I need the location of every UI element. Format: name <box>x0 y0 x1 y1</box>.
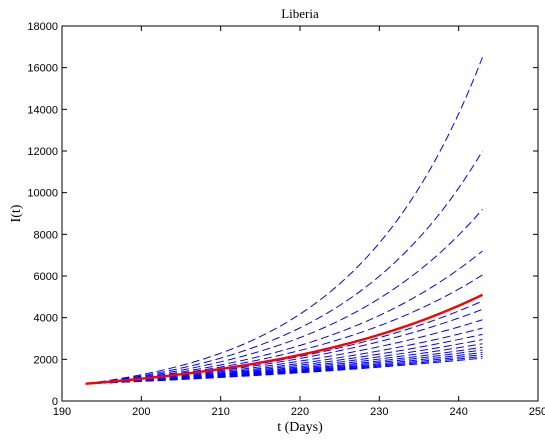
series-line-dashed <box>85 57 483 385</box>
series-layer <box>85 57 483 385</box>
x-tick-label: 220 <box>291 406 309 418</box>
y-tick-label: 16000 <box>27 63 58 75</box>
y-tick-label: 14000 <box>27 104 58 116</box>
series-line-dashed <box>85 357 483 385</box>
y-tick-label: 6000 <box>34 271 58 283</box>
x-tick-label: 210 <box>211 406 229 418</box>
y-tick-label: 0 <box>52 396 58 408</box>
series-line-solid <box>85 293 483 385</box>
y-tick-label: 12000 <box>27 146 58 158</box>
x-tick-label: 200 <box>132 406 150 418</box>
x-tick-label: 190 <box>53 406 71 418</box>
y-tick-label: 4000 <box>34 313 58 325</box>
y-tick-label: 18000 <box>27 21 58 33</box>
x-tick-label: 240 <box>449 406 467 418</box>
y-tick-label: 8000 <box>34 229 58 241</box>
x-tick-label: 230 <box>370 406 388 418</box>
x-tick-label: 250 <box>529 406 545 418</box>
y-axis-label: I(t) <box>9 204 24 222</box>
series-line-dashed <box>85 209 483 385</box>
y-tick-label: 2000 <box>34 354 58 366</box>
series-line-dashed <box>85 150 483 385</box>
tick-layer: 190 200 210 220 230 240 250 0 2000 4000 6000 8000 10… <box>27 21 545 418</box>
y-tick-label: 10000 <box>27 188 58 200</box>
chart-title: Liberia <box>281 6 319 21</box>
series-line-dashed <box>85 250 483 385</box>
x-axis-label: t (Days) <box>277 420 323 435</box>
